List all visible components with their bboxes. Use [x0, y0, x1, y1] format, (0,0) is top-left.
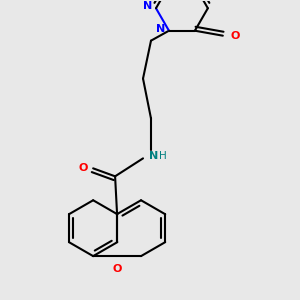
Text: O: O: [112, 264, 122, 274]
Text: N: N: [149, 152, 158, 161]
Text: O: O: [79, 163, 88, 173]
Text: N: N: [156, 24, 166, 34]
Text: N: N: [143, 1, 153, 11]
Text: H: H: [159, 152, 167, 161]
Text: O: O: [230, 31, 239, 41]
